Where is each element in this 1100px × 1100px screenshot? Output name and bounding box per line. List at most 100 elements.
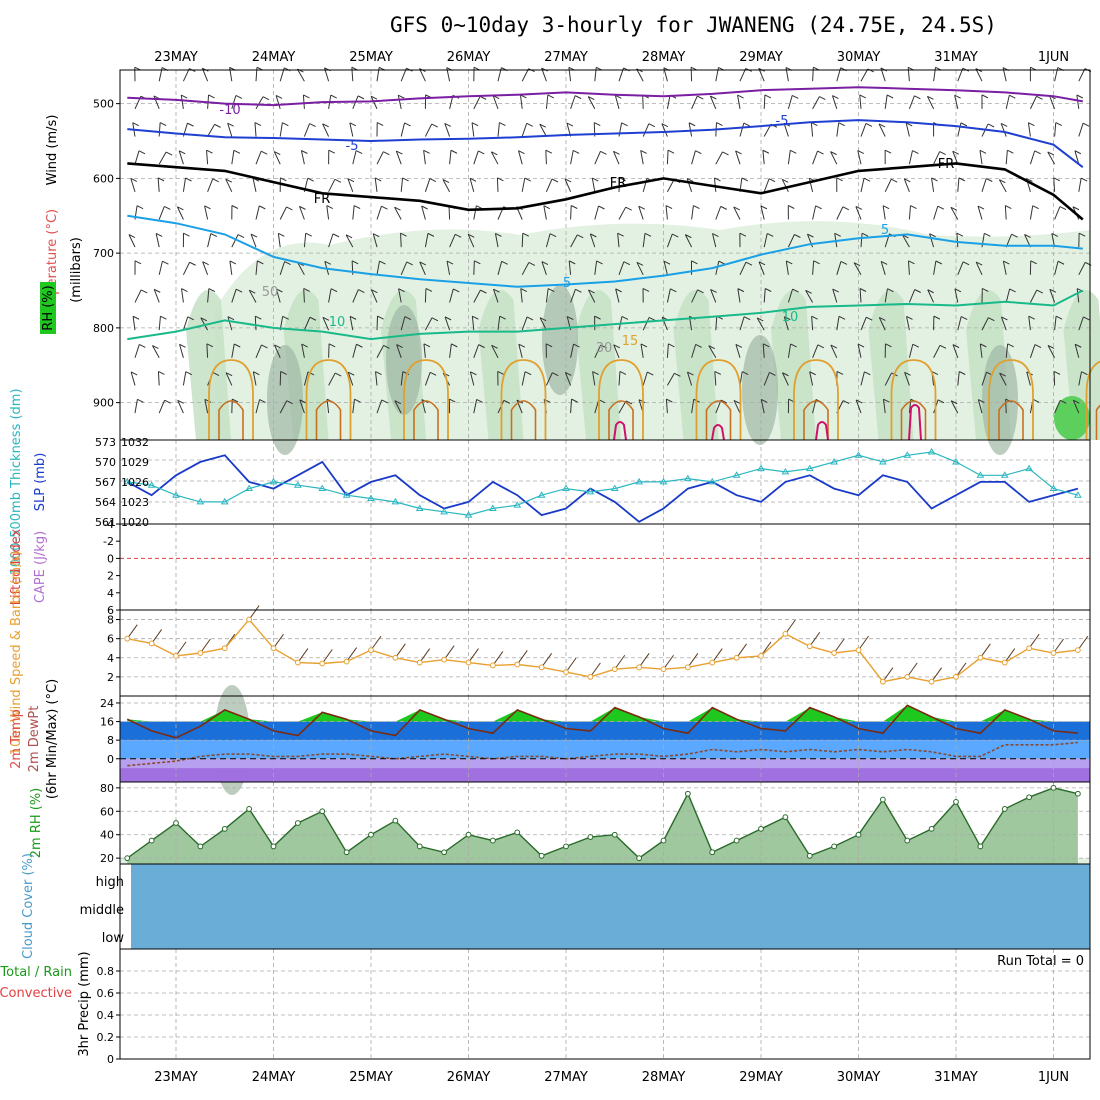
thickness-marker <box>293 481 302 488</box>
ylabel-total-rain: Total / Rain <box>0 965 72 980</box>
wind-barb <box>400 122 406 137</box>
ytick-label: -4 <box>103 518 114 531</box>
temp2m-panel: 0 8 16 24 <box>100 695 1091 783</box>
wind-barb-flag <box>782 372 789 377</box>
isotherm-plus15-loop <box>1085 360 1100 440</box>
thickness-marker <box>245 484 254 492</box>
wind-barb-flag <box>547 94 555 99</box>
wind-barb-flag <box>574 95 582 100</box>
wind-barb <box>666 179 675 193</box>
wind-barb <box>301 343 305 358</box>
wind-barb-flag <box>977 205 985 210</box>
wind-barb <box>763 233 768 248</box>
wind-barb-flag <box>986 178 993 182</box>
wind-barb <box>134 344 140 358</box>
wind-barb <box>977 399 983 414</box>
wind-barb-flag <box>454 233 462 238</box>
wind-barb <box>252 371 257 386</box>
ytick-label: 6 <box>107 604 114 617</box>
wind-barb-flag <box>623 261 631 266</box>
wind-barb-flag <box>978 399 985 404</box>
wind10m-point <box>197 650 204 656</box>
wind-barb <box>473 205 477 220</box>
wind-barb <box>831 95 838 110</box>
wind-barb <box>206 150 209 165</box>
wind-barb-flag <box>253 371 260 376</box>
wind-barb-flag <box>351 260 359 265</box>
thickness-marker <box>196 497 205 505</box>
wind-barb-flag <box>423 149 430 154</box>
wind-barb <box>594 260 598 275</box>
thickness-marker <box>903 451 912 458</box>
wind-barb-flag <box>1076 94 1084 99</box>
wind-barb-flag <box>979 149 987 154</box>
wind-barb-flag <box>383 344 390 349</box>
wind-barb-flag <box>648 316 656 321</box>
wind-barb-flag <box>929 233 936 238</box>
wind-barb <box>975 261 983 276</box>
wind-barb <box>326 205 330 220</box>
wind-barb-flag <box>259 399 266 404</box>
wind-barb-flag <box>379 260 386 265</box>
wind-barb-flag <box>781 178 789 183</box>
wind-barb <box>204 399 209 414</box>
wind-barb-flag <box>819 96 826 101</box>
wind-barb <box>933 345 941 359</box>
wind-barb-flag <box>233 149 241 154</box>
top-day-label: 23MAY <box>154 50 198 65</box>
wind-barb-flag <box>373 233 380 238</box>
wind-barb-flag <box>132 122 139 127</box>
wind-barb-flag <box>621 122 628 127</box>
wind-barb-flag <box>183 232 190 237</box>
wind-barb-flag <box>766 233 774 237</box>
wind-barb <box>396 344 402 358</box>
thickness-marker <box>1073 491 1082 498</box>
wind-barb <box>783 316 789 331</box>
wind-barb-flag <box>476 398 483 403</box>
wind-barb <box>691 150 696 165</box>
wind-barb <box>666 343 669 358</box>
wind-barb-flag <box>792 288 799 293</box>
wind-barb-flag <box>330 94 337 99</box>
rh2m-point <box>221 825 228 832</box>
rh2m-point <box>514 829 521 836</box>
wind-barb <box>691 289 699 303</box>
wind-barb-flag <box>788 205 795 209</box>
thickness-marker <box>342 491 351 498</box>
wind10m-point <box>928 678 935 685</box>
wind-barb <box>158 399 166 414</box>
thickness-line <box>127 451 1079 516</box>
wind10m-point <box>246 616 253 623</box>
wind-barb <box>715 261 720 275</box>
wind-barb <box>376 399 383 414</box>
wind-barb <box>642 123 650 137</box>
wind-barb <box>665 205 668 220</box>
wind-barb-flag <box>421 205 428 210</box>
wind-barb-flag <box>883 398 890 403</box>
wind10m-point <box>368 647 374 654</box>
thickness-tick: 570 <box>95 456 116 469</box>
wind-barb-flag <box>830 151 837 156</box>
wind-barb <box>1005 288 1011 303</box>
bottom-day-label: 24MAY <box>252 1070 296 1085</box>
wind-barb-flag <box>1053 370 1061 375</box>
wind-barb <box>352 399 355 414</box>
wind-barb-flag <box>152 345 159 349</box>
wind-barb-flag <box>668 343 675 348</box>
thickness-tick: 564 <box>95 496 116 509</box>
ytick-label: 2 <box>107 671 114 684</box>
wind-barb-flag <box>952 344 960 349</box>
wind-barb <box>737 94 741 109</box>
wind-barb-flag <box>524 177 531 182</box>
wind-barb <box>229 260 233 275</box>
wind-barb <box>1078 262 1086 276</box>
wind-barb <box>395 150 402 165</box>
wind-barb <box>303 371 309 386</box>
wind-barb-flag <box>1051 232 1059 237</box>
ytick-label: -2 <box>103 535 114 548</box>
thickness-marker <box>757 464 765 472</box>
wind-barb <box>1054 206 1061 220</box>
wind-barb <box>158 316 161 331</box>
wind-barb-flag <box>423 343 431 348</box>
wind-barb <box>254 122 257 137</box>
